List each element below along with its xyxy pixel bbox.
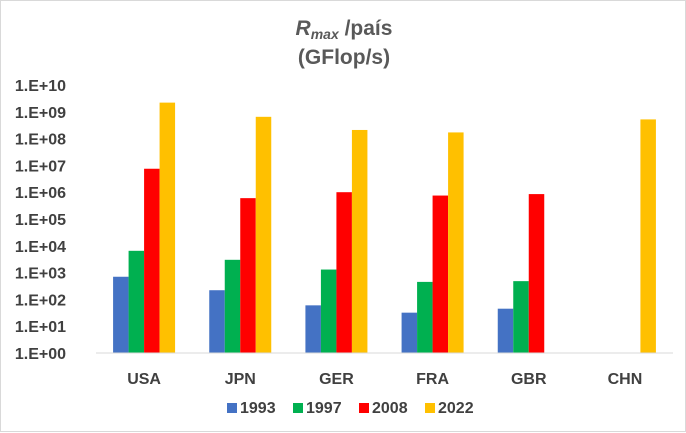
chart-title: Rmax /país (GFlop/s) (1, 17, 686, 70)
bar-1997-ger (320, 269, 337, 353)
title-symbol: R (295, 17, 311, 40)
x-tick-label-gbr: GBR (511, 371, 547, 388)
chart-title-line2: (GFlop/s) (297, 46, 391, 69)
x-tick-label-chn: CHN (608, 371, 643, 388)
y-tick-label: 1.E+03 (15, 266, 66, 283)
x-tick-label-fra: FRA (416, 371, 449, 388)
bar-1993-ger (305, 305, 321, 353)
legend-label-2008: 2008 (372, 400, 408, 417)
x-tick-label-ger: GER (319, 371, 354, 388)
bar-2022-jpn (255, 116, 272, 353)
bar-2008-gbr (528, 194, 545, 353)
bar-1997-usa (128, 250, 145, 353)
y-tick-label: 1.E+05 (15, 212, 66, 229)
bar-1997-gbr (513, 281, 529, 353)
bar-2022-chn (640, 119, 656, 354)
y-tick-label: 1.E+09 (15, 105, 66, 122)
bar-2008-fra (432, 195, 449, 353)
bar-2008-jpn (240, 198, 256, 353)
bar-2008-usa (144, 168, 160, 353)
bar-1993-usa (113, 276, 129, 353)
legend-swatch-2008 (359, 403, 369, 413)
bar-1993-jpn (209, 290, 225, 353)
legend-label-1993: 1993 (240, 400, 276, 417)
y-tick-label: 1.E+07 (15, 158, 66, 175)
y-tick-label: 1.E+02 (15, 292, 66, 309)
bar-2008-ger (336, 192, 352, 353)
y-tick-label: 1.E+10 (15, 78, 66, 95)
legend-label-1997: 1997 (306, 400, 342, 417)
legend-swatch-2022 (425, 403, 435, 413)
x-tick-label-usa: USA (127, 371, 161, 388)
y-tick-label: 1.E+08 (15, 132, 66, 149)
x-tick-label-jpn: JPN (225, 371, 256, 388)
bar-1993-fra (401, 312, 418, 353)
bar-2022-fra (448, 132, 464, 353)
bar-1993-gbr (497, 308, 514, 353)
y-tick-label: 1.E+04 (15, 239, 66, 256)
y-tick-label: 1.E+00 (15, 346, 66, 363)
bar-2022-usa (159, 102, 176, 353)
legend-label-2022: 2022 (438, 400, 474, 417)
bar-1997-fra (417, 281, 433, 353)
y-tick-label: 1.E+06 (15, 185, 66, 202)
legend-swatch-1997 (293, 403, 303, 413)
bar-1997-jpn (224, 259, 241, 353)
chart-title-line1: Rmax /país (1, 17, 686, 46)
title-suffix: /país (338, 17, 393, 40)
legend-swatch-1993 (227, 403, 237, 413)
bar-2022-ger (351, 129, 368, 353)
title-subscript: max (310, 26, 339, 42)
y-tick-label: 1.E+01 (15, 319, 66, 336)
